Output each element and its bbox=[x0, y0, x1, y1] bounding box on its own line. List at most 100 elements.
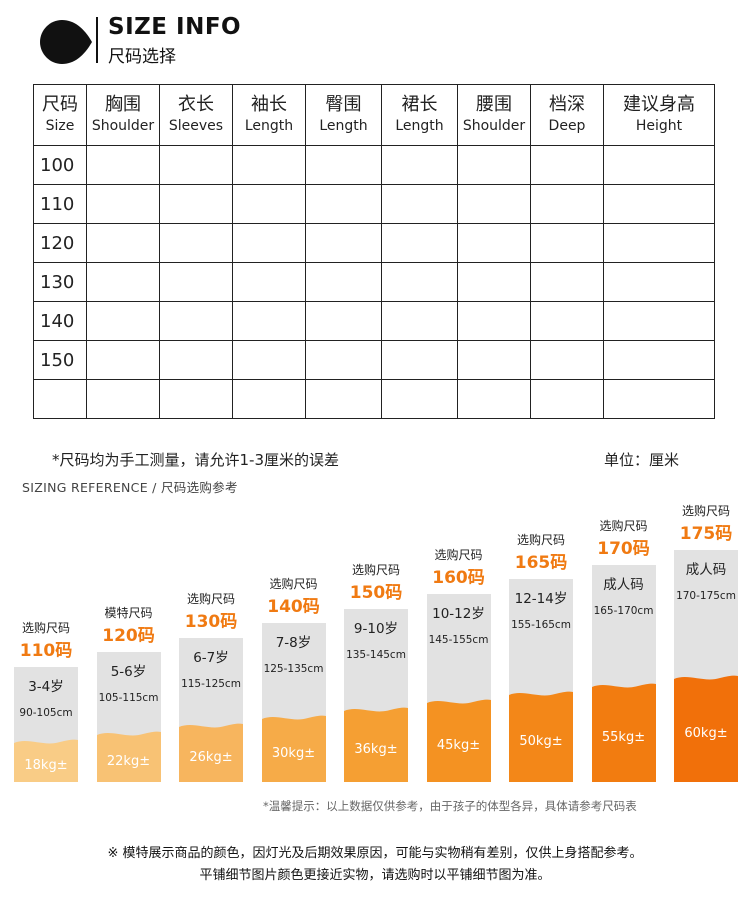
measurement-cell bbox=[232, 145, 306, 185]
measurement-cell bbox=[603, 145, 715, 185]
bar-size-code: 175码 bbox=[679, 524, 733, 545]
measurement-cell bbox=[530, 223, 604, 263]
measurement-cell bbox=[530, 184, 604, 224]
header-en-label: Size bbox=[45, 118, 75, 134]
header-en-label: Length bbox=[319, 118, 368, 134]
header-cn-label: 臀围 bbox=[325, 94, 362, 115]
wave-shape bbox=[674, 675, 738, 683]
table-row: 130 bbox=[33, 262, 715, 302]
header-en-label: Sleeves bbox=[168, 118, 224, 134]
measurement-cell bbox=[603, 223, 715, 263]
measurement-cell bbox=[86, 223, 160, 263]
measurement-cell bbox=[381, 145, 458, 185]
table-row: 150 bbox=[33, 340, 715, 380]
bar-weight-fill: 60kg± bbox=[674, 675, 738, 782]
header-en-label: Length bbox=[395, 118, 444, 134]
wave-shape bbox=[261, 715, 326, 723]
wave-shape bbox=[179, 723, 243, 731]
header-cn-label: 档深 bbox=[549, 94, 585, 115]
header-cn-label: 尺码 bbox=[42, 94, 78, 115]
bar-weight: 30kg± bbox=[271, 745, 316, 761]
bar-age: 9-10岁 bbox=[353, 620, 399, 637]
bar-size-code: 170码 bbox=[597, 538, 650, 559]
bar-height-range: 170-175cm bbox=[676, 590, 736, 603]
bar-height-range: 155-165cm bbox=[511, 619, 571, 632]
header-cn-label: 裙长 bbox=[401, 94, 438, 115]
measurement-cell bbox=[305, 262, 382, 302]
measurement-cell bbox=[305, 145, 382, 185]
brand-logo-icon bbox=[40, 20, 92, 64]
measurement-cell bbox=[603, 262, 715, 302]
bar-weight-fill: 36kg± bbox=[344, 707, 408, 782]
bar-height-range: 105-115cm bbox=[98, 692, 159, 705]
wave-shape bbox=[509, 691, 573, 699]
bar-weight: 26kg± bbox=[189, 749, 233, 765]
sizing-reference-title: SIZING REFERENCE / 尺码选购参考 bbox=[22, 480, 238, 495]
bar-height-range: 115-125cm bbox=[181, 677, 241, 690]
bar-column: 9-10岁 135-145cm 36kg± bbox=[344, 608, 408, 782]
page-subtitle: 尺码选择 bbox=[108, 47, 176, 67]
bar-size-code: 165码 bbox=[514, 553, 568, 574]
table-header-row: 尺码 Size 胸围 Shoulder 衣长 Sleeves 袖长 Length 臀围 Lengt… bbox=[33, 84, 715, 146]
size-value: 140 bbox=[33, 301, 87, 341]
header-en-label: Length bbox=[244, 118, 294, 134]
measurement-cell bbox=[381, 301, 458, 341]
measurement-cell bbox=[457, 301, 531, 341]
measurement-cell bbox=[86, 184, 160, 224]
table-header-cell: 建议身高 Height bbox=[603, 84, 715, 146]
table-header-cell: 裙长 Length bbox=[381, 84, 458, 146]
bar-age: 成人码 bbox=[603, 576, 644, 593]
reference-tip: *温馨提示：以上数据仅供参考，由于孩子的体型各异，具体请参考尺码表 bbox=[263, 799, 637, 813]
bar-age: 12-14岁 bbox=[514, 591, 568, 608]
bar-age: 成人码 bbox=[685, 562, 727, 579]
bar-caption: 选购尺码 bbox=[516, 533, 565, 548]
measurement-cell bbox=[232, 379, 306, 419]
size-value: 130 bbox=[33, 262, 87, 302]
table-header-cell: 腰围 Shoulder bbox=[457, 84, 531, 146]
table-row: 120 bbox=[33, 223, 715, 263]
bar-caption: 选购尺码 bbox=[434, 548, 483, 562]
bar-age: 7-8岁 bbox=[275, 635, 312, 652]
bar-weight: 36kg± bbox=[354, 741, 398, 757]
measurement-cell bbox=[86, 340, 160, 380]
table-header-cell: 档深 Deep bbox=[530, 84, 604, 146]
wave-shape bbox=[14, 739, 78, 747]
bar-age: 6-7岁 bbox=[193, 649, 229, 666]
bar-weight: 22kg± bbox=[106, 753, 151, 769]
bar-size-code: 140码 bbox=[267, 597, 320, 618]
measurement-cell bbox=[530, 379, 604, 419]
measurement-cell bbox=[159, 301, 233, 341]
bar-age: 10-12岁 bbox=[432, 606, 485, 622]
size-value: 150 bbox=[33, 340, 87, 380]
bar-caption: 选购尺码 bbox=[681, 504, 730, 519]
bar-weight-fill: 22kg± bbox=[96, 731, 161, 782]
bar-size-code: 120码 bbox=[102, 626, 155, 647]
bar-size-code: 130码 bbox=[184, 611, 238, 632]
bar-column: 成人码 165-170cm 55kg± bbox=[591, 564, 656, 782]
bar-height-range: 165-170cm bbox=[593, 604, 654, 617]
bar-caption: 选购尺码 bbox=[269, 577, 318, 592]
color-disclaimer-2: 平铺细节图片颜色更接近实物，请选购时以平铺细节图为准。 bbox=[199, 868, 551, 883]
table-row: 110 bbox=[33, 184, 715, 224]
measurement-cell bbox=[159, 184, 233, 224]
measurement-cell bbox=[305, 340, 382, 380]
bar-weight: 45kg± bbox=[436, 738, 481, 753]
measurement-cell bbox=[381, 184, 458, 224]
bar-caption: 选购尺码 bbox=[351, 562, 400, 577]
measurement-cell bbox=[457, 145, 531, 185]
bar-caption: 选购尺码 bbox=[186, 591, 235, 606]
size-table: 尺码 Size 胸围 Shoulder 衣长 Sleeves 袖长 Length 臀围 Lengt… bbox=[33, 84, 715, 419]
bar-weight-fill: 26kg± bbox=[179, 723, 243, 782]
bar-weight-fill: 55kg± bbox=[591, 683, 656, 782]
header-divider bbox=[96, 17, 98, 63]
bar-column: 6-7岁 115-125cm 26kg± bbox=[179, 637, 243, 782]
measurement-cell bbox=[159, 262, 233, 302]
header-en-label: Shoulder bbox=[462, 118, 526, 134]
bar-height-range: 135-145cm bbox=[346, 648, 406, 661]
bar-height-range: 125-135cm bbox=[263, 663, 324, 676]
table-header-cell: 袖长 Length bbox=[232, 84, 306, 146]
bar-weight-fill: 18kg± bbox=[14, 739, 78, 782]
bar-size-code: 150码 bbox=[349, 582, 403, 603]
bar-column: 10-12岁 145-155cm 45kg± bbox=[426, 594, 491, 782]
measurement-cell bbox=[232, 223, 306, 263]
